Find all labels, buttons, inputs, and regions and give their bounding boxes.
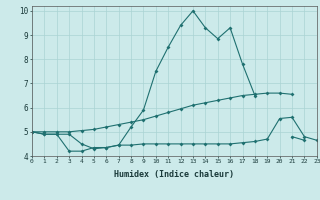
X-axis label: Humidex (Indice chaleur): Humidex (Indice chaleur): [115, 170, 234, 179]
